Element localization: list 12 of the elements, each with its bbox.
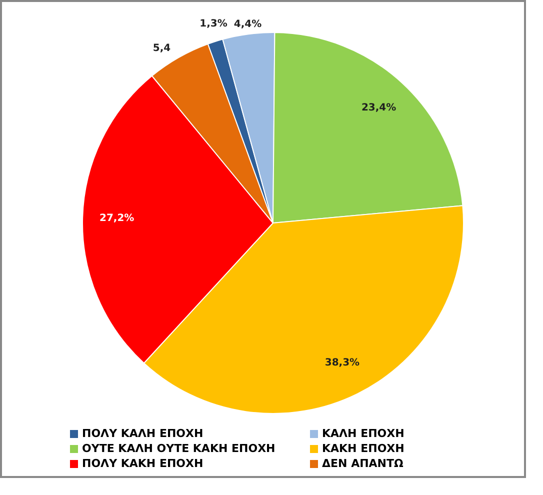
- data-label: 1,3%: [200, 18, 228, 30]
- data-label: 23,4%: [361, 102, 396, 114]
- data-label: 5,4: [152, 43, 171, 54]
- legend-label: ΚΑΛΗ ΕΠΟΧΗ: [322, 427, 404, 440]
- legend-label: ΟΥΤΕ ΚΑΛΗ ΟΥΤΕ ΚΑΚΗ ΕΠΟΧΗ: [82, 442, 276, 455]
- legend-label: ΠΟΛΥ ΚΑΛΗ ΕΠΟΧΗ: [82, 427, 204, 440]
- legend-label: ΔΕΝ ΑΠΑΝΤΩ: [322, 457, 404, 470]
- legend-label: ΠΟΛΥ ΚΑΚΗ ΕΠΟΧΗ: [82, 457, 204, 470]
- data-label: 27,2%: [100, 213, 134, 224]
- data-label: 38,3%: [324, 358, 360, 369]
- legend-label: ΚΑΚΗ ΕΠΟΧΗ: [322, 442, 404, 455]
- data-label: 4,4%: [234, 19, 262, 30]
